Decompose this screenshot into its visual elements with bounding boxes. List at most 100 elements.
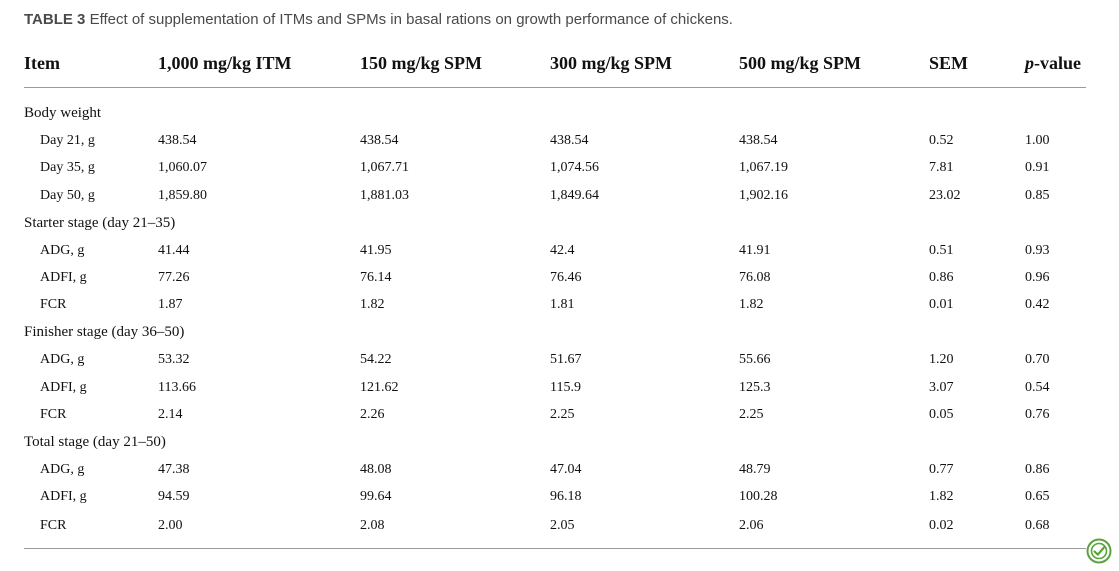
cell-item: Day 21, g: [40, 133, 95, 149]
cell-spm-150: 1.82: [360, 297, 385, 313]
header-p-value: p-value: [1025, 40, 1086, 88]
cell-spm-150: 121.62: [360, 379, 399, 395]
cell-p-value: 0.96: [1025, 270, 1050, 286]
cell-item: Day 35, g: [40, 160, 95, 176]
check-updates-icon[interactable]: [1086, 538, 1112, 564]
cell-item: FCR: [40, 297, 67, 313]
cell-spm-150: 1,067.71: [360, 160, 409, 176]
cell-itm-1000: 41.44: [158, 242, 190, 258]
cell-sem: 23.02: [929, 187, 961, 203]
table-row: FCR 2.14 2.26 2.25 2.25 0.05 0.76: [24, 401, 1086, 428]
table-row: FCR 2.00 2.08 2.05 2.06 0.02 0.68: [24, 511, 1086, 542]
cell-sem: 0.52: [929, 133, 954, 149]
table-row: ADFI, g 94.59 99.64 96.18 100.28 1.82 0.…: [24, 483, 1086, 510]
cell-itm-1000: 2.00: [158, 518, 183, 534]
cell-spm-300: 1,074.56: [550, 160, 599, 176]
cell-p-value: 0.42: [1025, 297, 1050, 313]
cell-sem: 0.05: [929, 406, 954, 422]
cell-sem: 1.20: [929, 352, 954, 368]
header-p-italic: p: [1025, 53, 1034, 73]
results-table: Item 1,000 mg/kg ITM 150 mg/kg SPM 300 m…: [24, 40, 1086, 542]
table-row: Day 21, g 438.54 438.54 438.54 438.54 0.…: [24, 127, 1086, 154]
cell-p-value: 0.76: [1025, 406, 1050, 422]
table-row: Day 50, g 1,859.80 1,881.03 1,849.64 1,9…: [24, 182, 1086, 209]
cell-sem: 1.82: [929, 489, 954, 505]
cell-item: ADFI, g: [40, 489, 87, 505]
cell-item: ADFI, g: [40, 379, 87, 395]
header-p-rest: -value: [1034, 53, 1081, 73]
cell-item: FCR: [40, 518, 67, 534]
cell-spm-300: 47.04: [550, 461, 582, 477]
cell-itm-1000: 1,060.07: [158, 160, 207, 176]
cell-sem: 0.02: [929, 518, 954, 534]
table-row: ADFI, g 77.26 76.14 76.46 76.08 0.86 0.9…: [24, 264, 1086, 291]
group-title: Finisher stage (day 36–50): [24, 324, 185, 341]
cell-spm-500: 100.28: [739, 489, 778, 505]
table-caption-text: Effect of supplementation of ITMs and SP…: [89, 11, 733, 28]
table-row: ADG, g 53.32 54.22 51.67 55.66 1.20 0.70: [24, 347, 1086, 374]
cell-spm-500: 2.06: [739, 518, 764, 534]
header-spm-300: 300 mg/kg SPM: [550, 40, 739, 88]
cell-spm-150: 2.08: [360, 518, 385, 534]
cell-spm-500: 41.91: [739, 242, 771, 258]
cell-spm-300: 76.46: [550, 270, 582, 286]
header-row: Item 1,000 mg/kg ITM 150 mg/kg SPM 300 m…: [24, 40, 1086, 88]
header-sem: SEM: [929, 40, 1025, 88]
cell-p-value: 0.86: [1025, 461, 1050, 477]
table-bottom-rule: [24, 548, 1086, 549]
table-row: ADG, g 41.44 41.95 42.4 41.91 0.51 0.93: [24, 237, 1086, 264]
cell-itm-1000: 1.87: [158, 297, 183, 313]
cell-spm-300: 1,849.64: [550, 187, 599, 203]
cell-p-value: 0.85: [1025, 187, 1050, 203]
check-updates-icon-graphic: [1086, 538, 1112, 564]
cell-item: ADG, g: [40, 352, 85, 368]
cell-itm-1000: 1,859.80: [158, 187, 207, 203]
cell-spm-300: 1.81: [550, 297, 575, 313]
cell-sem: 0.01: [929, 297, 954, 313]
cell-p-value: 0.68: [1025, 518, 1050, 534]
cell-spm-500: 76.08: [739, 270, 771, 286]
group-row-body-weight: Body weight: [24, 100, 1086, 127]
cell-spm-500: 55.66: [739, 352, 771, 368]
cell-p-value: 0.93: [1025, 242, 1050, 258]
cell-sem: 3.07: [929, 379, 954, 395]
group-title: Total stage (day 21–50): [24, 433, 166, 450]
cell-itm-1000: 47.38: [158, 461, 190, 477]
cell-p-value: 0.54: [1025, 379, 1050, 395]
cell-sem: 0.51: [929, 242, 954, 258]
header-itm-1000: 1,000 mg/kg ITM: [158, 40, 360, 88]
cell-p-value: 1.00: [1025, 133, 1050, 149]
group-title: Starter stage (day 21–35): [24, 214, 176, 231]
cell-spm-300: 42.4: [550, 242, 575, 258]
cell-p-value: 0.91: [1025, 160, 1050, 176]
header-spm-150: 150 mg/kg SPM: [360, 40, 550, 88]
cell-spm-150: 438.54: [360, 133, 399, 149]
cell-sem: 7.81: [929, 160, 954, 176]
cell-spm-500: 2.25: [739, 406, 764, 422]
cell-spm-500: 125.3: [739, 379, 771, 395]
cell-p-value: 0.65: [1025, 489, 1050, 505]
cell-itm-1000: 438.54: [158, 133, 197, 149]
table-row: Day 35, g 1,060.07 1,067.71 1,074.56 1,0…: [24, 155, 1086, 182]
cell-spm-150: 76.14: [360, 270, 392, 286]
cell-spm-500: 48.79: [739, 461, 771, 477]
cell-spm-500: 1,067.19: [739, 160, 788, 176]
cell-spm-300: 2.05: [550, 518, 575, 534]
cell-spm-500: 438.54: [739, 133, 778, 149]
cell-spm-500: 1,902.16: [739, 187, 788, 203]
cell-item: ADG, g: [40, 242, 85, 258]
group-row-total-stage: Total stage (day 21–50): [24, 429, 1086, 456]
cell-spm-300: 2.25: [550, 406, 575, 422]
header-item: Item: [24, 40, 158, 88]
cell-itm-1000: 2.14: [158, 406, 183, 422]
table-caption: TABLE 3 Effect of supplementation of ITM…: [24, 11, 733, 28]
cell-spm-150: 1,881.03: [360, 187, 409, 203]
spacer-row: [24, 88, 1086, 101]
table-body: Body weight Day 21, g 438.54 438.54 438.…: [24, 88, 1086, 542]
cell-spm-150: 2.26: [360, 406, 385, 422]
cell-itm-1000: 53.32: [158, 352, 190, 368]
cell-spm-500: 1.82: [739, 297, 764, 313]
cell-item: ADG, g: [40, 461, 85, 477]
cell-sem: 0.86: [929, 270, 954, 286]
